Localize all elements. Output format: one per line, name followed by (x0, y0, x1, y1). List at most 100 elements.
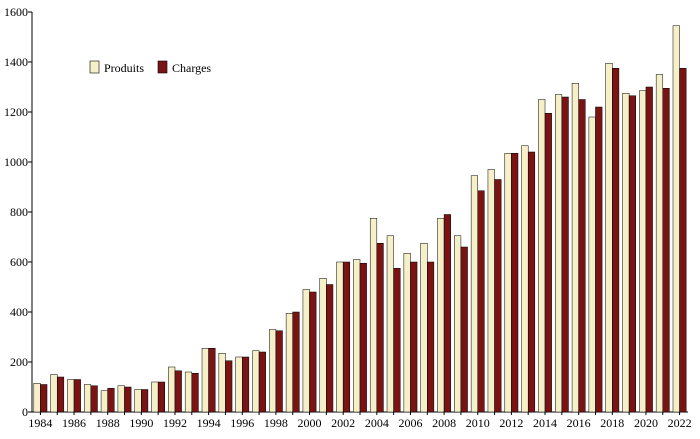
y-tick-label: 600 (10, 255, 28, 269)
legend-swatch-charges (157, 60, 168, 74)
bar-charges-2004 (376, 243, 384, 413)
bar-charges-2007 (427, 261, 435, 413)
bar-charges-2006 (410, 261, 418, 413)
x-tick-label: 2018 (600, 416, 624, 430)
x-tick-label: 2002 (331, 416, 355, 430)
bar-produits-2000 (302, 289, 310, 413)
bar-charges-2016 (578, 99, 586, 413)
bar-charges-2000 (309, 291, 317, 413)
bar-charges-2019 (628, 95, 636, 413)
x-tick-label: 2004 (365, 416, 389, 430)
x-tick-label: 2016 (567, 416, 591, 430)
x-tick-label: 2012 (499, 416, 523, 430)
bar-produits-1996 (235, 356, 243, 413)
y-tick-label: 0 (22, 405, 28, 419)
x-tick-label: 2008 (432, 416, 456, 430)
bar-produits-2019 (622, 93, 630, 413)
y-tick-label: 800 (10, 205, 28, 219)
x-tick-label: 2000 (298, 416, 322, 430)
legend: Produits Charges (89, 60, 211, 75)
x-axis: 1984 1986 1988 1990 1992 1994 1996 1998 2000 2002… (28, 411, 692, 430)
bar-produits-2014 (538, 99, 546, 413)
bar-charges-1994 (208, 348, 216, 413)
bar-charges-2008 (443, 214, 451, 413)
bar-produits-1984 (33, 383, 41, 413)
y-tick-label: 200 (10, 355, 28, 369)
bar-charges-2021 (662, 88, 670, 413)
bar-charges-2020 (645, 86, 653, 413)
bar-produits-2005 (386, 235, 394, 413)
x-tick-label: 1992 (163, 416, 187, 430)
bar-produits-1991 (151, 381, 159, 413)
bar-charges-1984 (40, 384, 48, 413)
bar-produits-2013 (521, 145, 529, 413)
legend-label-produits: Produits (104, 61, 144, 75)
bar-charges-2017 (595, 106, 603, 413)
bar-charges-1998 (275, 330, 283, 413)
bar-charges-2003 (359, 263, 367, 413)
bar-charges-2022 (679, 68, 687, 413)
bar-produits-1988 (100, 390, 108, 413)
bar-charges-2005 (393, 268, 401, 413)
x-tick-label: 1990 (129, 416, 153, 430)
bar-produits-2020 (639, 90, 647, 413)
bar-produits-1992 (168, 366, 176, 413)
bar-produits-2017 (588, 116, 596, 413)
bar-charges-2001 (326, 284, 334, 413)
x-tick-label: 1986 (62, 416, 86, 430)
y-tick-label: 1000 (4, 155, 28, 169)
bar-produits-1989 (117, 385, 125, 413)
y-tick-label: 400 (10, 305, 28, 319)
bar-produits-2018 (605, 63, 613, 413)
bar-charges-1986 (73, 379, 81, 413)
bar-produits-2010 (470, 175, 478, 413)
bar-charges-2011 (494, 179, 502, 413)
bar-produits-1997 (252, 350, 260, 413)
bar-produits-2016 (571, 83, 579, 413)
bar-produits-1993 (184, 371, 193, 413)
bar-charges-1990 (141, 389, 149, 413)
bar-produits-1999 (285, 313, 293, 413)
bar-produits-1994 (201, 348, 209, 413)
bars (33, 25, 687, 413)
bar-charges-1997 (258, 351, 266, 413)
bar-produits-2007 (420, 243, 428, 413)
bar-produits-2011 (487, 169, 495, 413)
bar-charges-1995 (225, 360, 233, 413)
y-tick-label: 1200 (4, 105, 28, 119)
bar-charges-1985 (56, 376, 65, 413)
x-tick-label: 1996 (230, 416, 254, 430)
bar-produits-1987 (84, 384, 92, 413)
bar-charges-2015 (561, 96, 569, 413)
bar-charges-2014 (544, 113, 552, 413)
bar-produits-2009 (454, 235, 462, 413)
bar-produits-2012 (504, 153, 512, 413)
y-tick-label: 1600 (4, 5, 28, 19)
bar-produits-2006 (403, 253, 411, 413)
y-axis: 0 200 400 600 800 1000 1200 1400 1600 (4, 5, 33, 419)
bar-produits-2022 (672, 25, 680, 413)
bar-charges-2002 (342, 261, 351, 413)
bar-produits-2004 (369, 218, 378, 413)
x-tick-label: 1998 (264, 416, 288, 430)
bar-produits-1986 (67, 379, 75, 413)
bar-produits-2021 (655, 74, 664, 413)
bar-charges-2013 (527, 151, 536, 413)
x-tick-label: 2020 (634, 416, 658, 430)
bar-produits-2008 (437, 218, 445, 413)
bar-charges-2010 (477, 190, 485, 413)
bar-charges-1991 (157, 381, 165, 413)
x-tick-label: 1988 (96, 416, 120, 430)
bar-produits-1998 (269, 329, 277, 413)
bar-charges-1993 (191, 373, 199, 413)
bar-charges-2012 (511, 153, 519, 413)
x-tick-label: 2014 (533, 416, 557, 430)
x-tick-label: 2022 (668, 416, 692, 430)
bar-charges-1987 (90, 385, 98, 413)
legend-label-charges: Charges (172, 61, 211, 75)
x-tick-label: 2006 (398, 416, 422, 430)
bar-produits-1985 (50, 374, 58, 413)
bar-produits-2001 (319, 278, 327, 413)
bar-charges-1988 (107, 388, 115, 413)
legend-swatch-produits (89, 60, 100, 74)
